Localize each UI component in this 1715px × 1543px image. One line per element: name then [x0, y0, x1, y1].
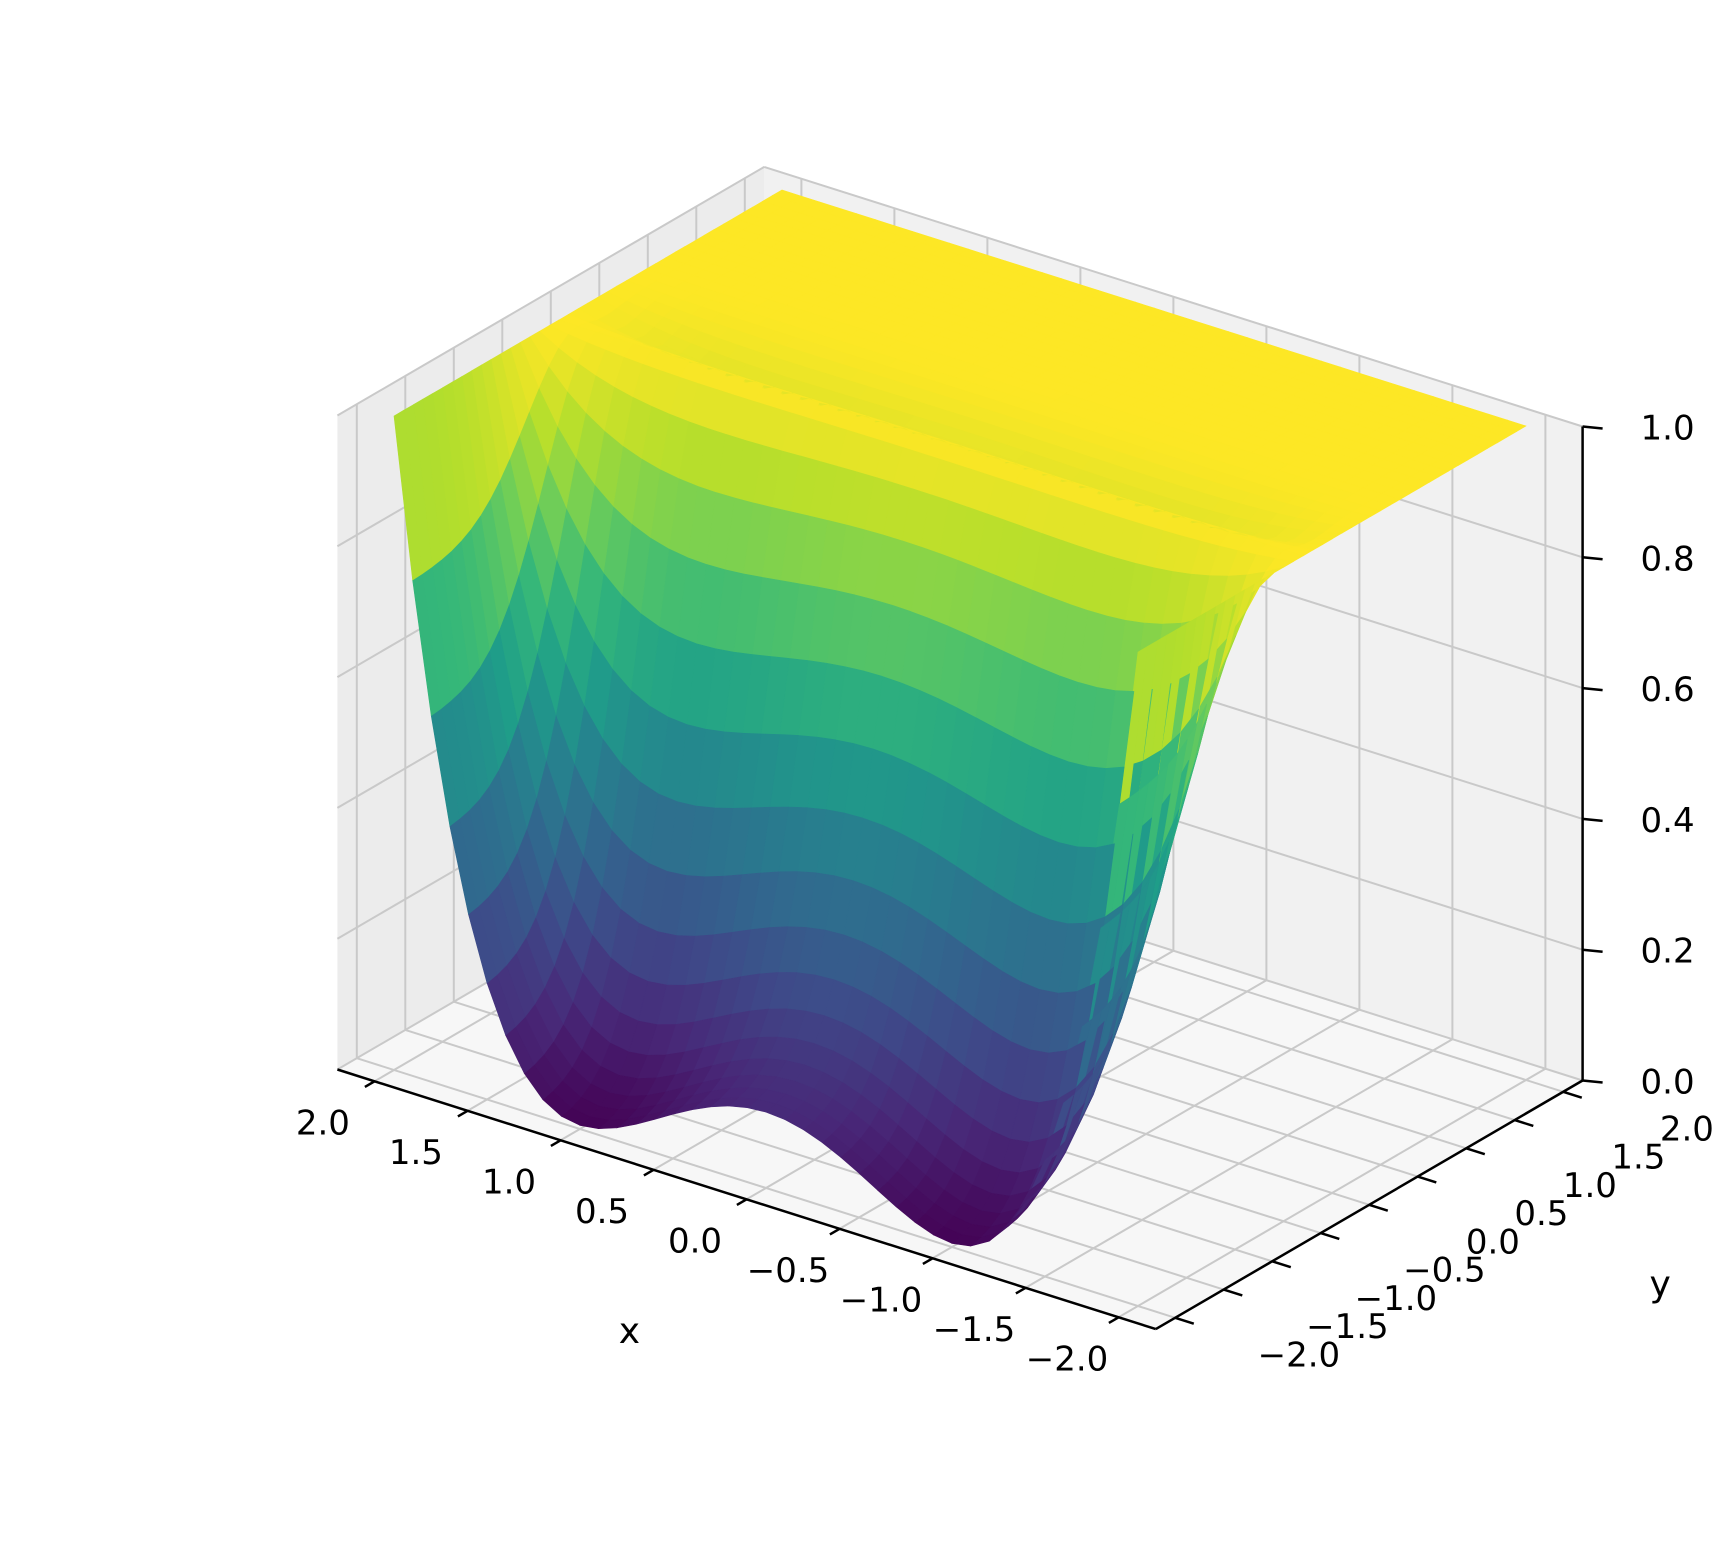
x-tick-label: −1.0	[840, 1281, 923, 1321]
z-tick-label: 0.6	[1641, 670, 1695, 710]
y-tick-mark	[1223, 1288, 1243, 1297]
y-tick-label: −0.5	[1403, 1251, 1486, 1291]
y-tick-label: 1.0	[1563, 1166, 1617, 1206]
y-tick-label: 0.0	[1466, 1222, 1520, 1262]
x-tick-label: −1.5	[933, 1310, 1016, 1350]
y-tick-label: 1.5	[1611, 1138, 1665, 1178]
z-tick-mark	[1582, 556, 1603, 561]
x-tick-label: −2.0	[1026, 1340, 1109, 1380]
x-tick-label: 2.0	[296, 1104, 350, 1144]
y-tick-mark	[1465, 1147, 1486, 1156]
x-tick-mark	[457, 1109, 469, 1118]
grid-back-z	[763, 165, 1583, 428]
y-tick-label: 2.0	[1660, 1109, 1714, 1149]
y-tick-mark	[1368, 1203, 1389, 1212]
z-tick-label: 0.0	[1641, 1063, 1695, 1103]
surface-mesh	[393, 189, 1527, 1247]
x-tick-label: 1.5	[389, 1133, 443, 1173]
x-tick-mark	[736, 1198, 748, 1207]
x-axis-label: x	[619, 1311, 640, 1352]
z-tick-mark	[1582, 948, 1603, 953]
x-tick-label: 0.0	[668, 1222, 722, 1262]
y-tick-label: −1.5	[1306, 1307, 1389, 1347]
tick-labels: −2.0−1.5−1.0−0.50.00.51.01.52.0−2.0−1.5−…	[296, 409, 1714, 1380]
x-axis-line	[337, 1068, 1157, 1331]
z-tick-label: 0.4	[1641, 801, 1695, 841]
grid-floor-y	[356, 1057, 1176, 1319]
x-tick-mark	[1108, 1316, 1120, 1325]
z-tick-label: 0.2	[1641, 932, 1695, 972]
y-tick-mark	[1514, 1118, 1534, 1128]
z-tick-label: 1.0	[1641, 409, 1695, 449]
x-tick-label: 1.0	[482, 1163, 536, 1203]
x-tick-mark	[1015, 1286, 1027, 1295]
x-tick-mark	[922, 1257, 934, 1266]
z-tick-mark	[1582, 686, 1603, 692]
axis-lines	[337, 425, 1603, 1331]
x-tick-mark	[364, 1080, 376, 1089]
x-tick-mark	[643, 1168, 655, 1177]
z-tick-mark	[1582, 425, 1603, 430]
z-tick-label: 0.8	[1641, 539, 1695, 579]
y-tick-label: −1.0	[1355, 1279, 1438, 1319]
y-tick-mark	[1562, 1090, 1583, 1099]
z-tick-mark	[1582, 817, 1603, 823]
y-tick-mark	[1417, 1175, 1437, 1184]
y-tick-mark	[1271, 1260, 1292, 1269]
x-tick-mark	[829, 1227, 841, 1236]
surface-cell	[393, 409, 423, 581]
y-tick-label: 0.5	[1514, 1194, 1568, 1234]
y-axis-label: y	[1650, 1264, 1671, 1305]
x-tick-label: 0.5	[575, 1192, 629, 1232]
grid-side-z	[336, 166, 765, 417]
x-tick-label: −0.5	[747, 1251, 830, 1291]
y-tick-label: −2.0	[1258, 1335, 1341, 1375]
z-tick-mark	[1582, 1079, 1603, 1084]
x-tick-mark	[550, 1139, 562, 1148]
y-tick-mark	[1174, 1316, 1195, 1325]
y-tick-mark	[1320, 1231, 1340, 1241]
